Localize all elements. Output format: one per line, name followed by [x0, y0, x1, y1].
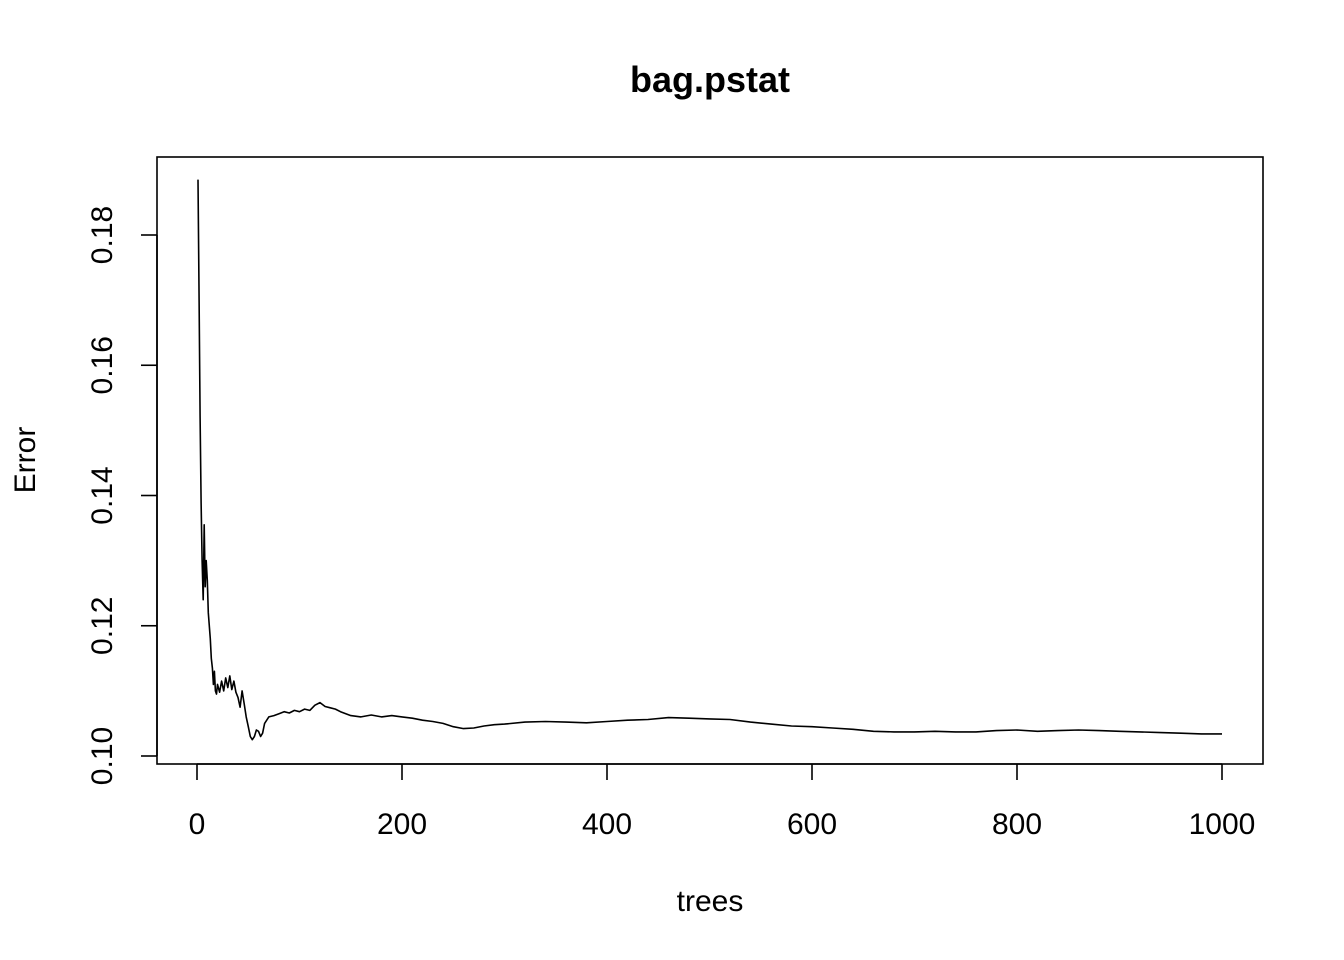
x-tick-label: 1000 [1189, 808, 1256, 841]
x-axis-label: trees [677, 885, 744, 918]
y-axis-ticks: 0.10 0.12 0.14 0.16 0.18 [86, 206, 157, 785]
y-tick-label: 0.12 [86, 597, 119, 655]
y-tick-label: 0.14 [86, 466, 119, 524]
series-line-error [197, 179, 1222, 741]
x-tick-label: 400 [582, 808, 632, 841]
y-tick-label: 0.18 [86, 206, 119, 264]
x-tick-label: 600 [787, 808, 837, 841]
y-tick-label: 0.16 [86, 336, 119, 394]
x-tick-label: 200 [377, 808, 427, 841]
y-axis-label: Error [9, 427, 42, 494]
x-tick-label: 800 [992, 808, 1042, 841]
x-axis-ticks: 0 200 400 600 800 1000 [189, 764, 1256, 841]
y-tick-label: 0.10 [86, 727, 119, 785]
chart-title: bag.pstat [630, 59, 790, 100]
x-tick-label: 0 [189, 808, 206, 841]
plot-area-frame [156, 156, 1264, 765]
